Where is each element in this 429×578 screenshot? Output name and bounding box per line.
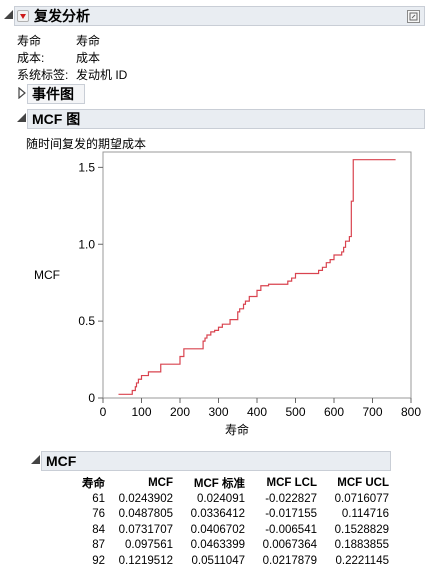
cell: 87 [92, 539, 105, 552]
col-lifetime: 寿命 [82, 477, 105, 490]
cell: 0.1528829 [334, 523, 389, 536]
field-label-system-id: 系统标签: [17, 68, 69, 82]
cell: -0.022827 [265, 492, 317, 505]
cell: 0.0511047 [191, 554, 245, 567]
y-axis-label: MCF [34, 268, 60, 282]
mcf-series-line [118, 159, 396, 395]
cell: -0.017155 [265, 508, 317, 521]
report-header: 复发分析 [14, 6, 425, 26]
x-tick-label: 700 [362, 405, 382, 419]
y-tick-label: 0 [88, 391, 95, 405]
event-plot-title: 事件图 [32, 86, 74, 102]
event-plot-disclosure-icon[interactable] [16, 87, 28, 99]
x-tick-label: 500 [285, 405, 305, 419]
mcf-plot-header: MCF 图 [27, 109, 425, 129]
field-value-cost: 成本 [76, 51, 101, 65]
table-row: 92 0.1219512 0.0511047 0.0217879 0.22211… [82, 553, 389, 569]
cell: 0.024091 [197, 492, 245, 505]
col-mcf-ucl: MCF UCL [337, 476, 389, 489]
y-tick-label: 1.0 [78, 237, 95, 251]
mcf-chart: 0 0.5 1.0 1.5 0 100 200 300 400 500 600 700 800 寿命 MCF [34, 151, 421, 437]
x-tick-label: 600 [324, 405, 344, 419]
x-tick-label: 800 [401, 405, 421, 419]
table-row: 84 0.0731707 0.0406702 -0.006541 0.15288… [82, 522, 389, 538]
mcf-plot-subtitle: 随时间复发的期望成本 [26, 137, 147, 151]
mcf-plot-title: MCF 图 [32, 111, 81, 127]
cell: 0.0217879 [262, 554, 317, 567]
cell: 0.0716077 [334, 492, 389, 505]
field-label-cost: 成本: [17, 51, 45, 65]
x-tick-label: 400 [247, 405, 267, 419]
cell: -0.006541 [265, 523, 317, 536]
mcf-plot-disclosure-icon[interactable] [16, 112, 28, 124]
mcf-table-title: MCF [46, 453, 77, 469]
report-title: 复发分析 [34, 8, 90, 24]
x-tick-label: 100 [131, 405, 151, 419]
col-mcf-std: MCF 标准 [193, 477, 245, 490]
x-tick-label: 200 [170, 405, 190, 419]
x-axis-label: 寿命 [225, 422, 249, 437]
field-value-lifetime: 寿命 [76, 34, 101, 48]
table-row: 87 0.097561 0.0463399 0.0067364 0.188385… [82, 538, 389, 554]
cell: 0.114716 [341, 508, 389, 521]
cell: 0.0067364 [262, 539, 317, 552]
field-value-system-id: 发动机 ID [76, 68, 128, 82]
cell: 92 [92, 554, 105, 567]
report-toggle-icon[interactable] [407, 10, 420, 23]
event-plot-header[interactable]: 事件图 [27, 84, 85, 104]
x-tick-label: 0 [100, 405, 107, 419]
col-mcf: MCF [148, 476, 173, 489]
mcf-table: 寿命 MCF MCF 标准 MCF LCL MCF UCL 61 0.02439… [82, 474, 389, 569]
cell: 0.0731707 [118, 523, 173, 536]
cell: 0.0336412 [190, 508, 245, 521]
cell: 0.1883855 [334, 539, 389, 552]
cell: 0.0487805 [118, 508, 173, 521]
cell: 0.2221145 [335, 554, 389, 567]
cell: 0.0406702 [190, 523, 245, 536]
mcf-table-header: MCF [41, 451, 391, 471]
cell: 0.0463399 [190, 539, 245, 552]
cell: 84 [92, 523, 105, 536]
field-label-lifetime: 寿命 [17, 34, 42, 48]
x-tick-label: 300 [208, 405, 228, 419]
y-tick-label: 1.5 [78, 160, 95, 174]
plot-frame [102, 151, 412, 399]
col-mcf-lcl: MCF LCL [266, 476, 317, 489]
mcf-table-disclosure-icon[interactable] [30, 454, 42, 466]
cell: 0.0243902 [118, 492, 173, 505]
cell: 61 [92, 492, 105, 505]
table-row: 76 0.0487805 0.0336412 -0.017155 0.11471… [82, 507, 389, 523]
table-row: 61 0.0243902 0.024091 -0.022827 0.071607… [82, 491, 389, 507]
mcf-table-header-row: 寿命 MCF MCF 标准 MCF LCL MCF UCL [82, 474, 389, 491]
cell: 0.1219512 [118, 554, 173, 567]
y-tick-label: 0.5 [78, 314, 95, 328]
cell: 76 [92, 508, 105, 521]
red-triangle-menu-icon[interactable] [17, 10, 29, 22]
cell: 0.097561 [125, 539, 173, 552]
report-disclosure-icon[interactable] [3, 9, 15, 21]
